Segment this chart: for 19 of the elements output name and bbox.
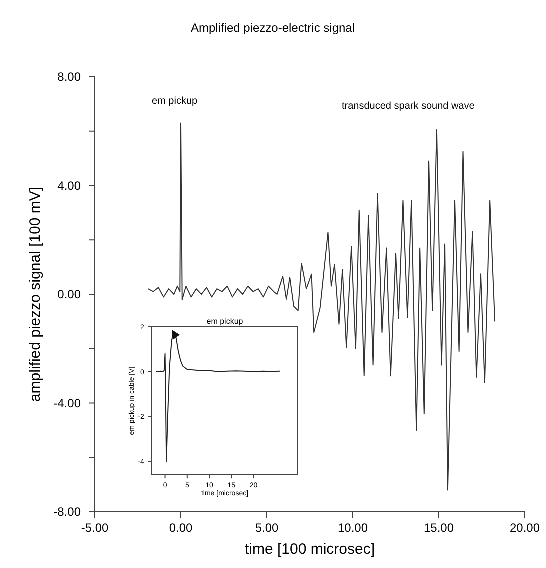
y-axis-title: amplified piezzo signal [100 mV] — [27, 186, 44, 402]
y-tick-label: 0.00 — [58, 288, 82, 302]
x-tick-label: -5.00 — [81, 521, 109, 535]
chart-title: Amplified piezzo-electric signal — [190, 21, 356, 35]
x-tick-label: 5.00 — [255, 521, 279, 535]
x-tick-label: 15.00 — [424, 521, 454, 535]
y-tick-label: 8.00 — [58, 70, 82, 84]
annotation: transduced spark sound wave — [342, 101, 476, 112]
x-axis-title: time [100 microsec] — [244, 541, 376, 558]
line-series — [156, 330, 281, 462]
line-series — [148, 122, 496, 491]
y-tick-label: 4.00 — [58, 178, 82, 193]
x-tick-label: 0.00 — [169, 521, 193, 535]
y-tick-label: -4.00 — [54, 396, 82, 410]
x-tick-label: 20.00 — [510, 521, 540, 535]
x-tick-label: 10.00 — [338, 521, 368, 535]
chart-title: em pickup — [206, 317, 244, 326]
y-tick-label: -8.00 — [54, 505, 82, 520]
annotation: em pickup — [152, 96, 198, 107]
